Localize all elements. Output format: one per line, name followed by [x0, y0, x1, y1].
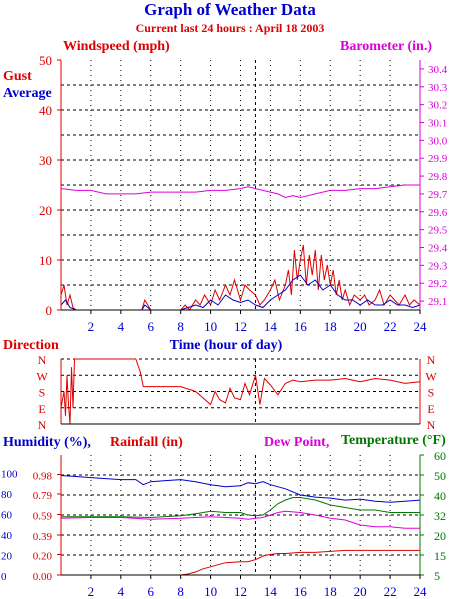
- rainfall-tick-label: 0.20: [33, 550, 53, 562]
- barometer-y-tick-label: 29.3: [428, 260, 448, 272]
- temperature-tick-label: 20: [434, 529, 446, 543]
- humidity-series-humidity: [60, 475, 421, 503]
- time-x-tick-label: 12: [234, 319, 247, 334]
- humidity-tick-label: 20: [1, 550, 13, 562]
- rain-x-tick-label: 2: [88, 584, 95, 599]
- wind-y-tick-label: 30: [39, 153, 52, 168]
- barometer-y-tick-label: 30.3: [428, 82, 448, 94]
- time-x-tick-label: 8: [177, 319, 184, 334]
- direction-right-tick-label: W: [425, 369, 437, 383]
- rainfall-tick-label: 0.98: [33, 470, 53, 482]
- wind-series-gust: [60, 244, 421, 311]
- time-x-tick-label: 10: [204, 319, 217, 334]
- wind-series-average: [60, 274, 421, 311]
- barometer-y-tick-label: 29.9: [428, 153, 448, 165]
- rain-x-tick-label: 6: [148, 584, 155, 599]
- direction-axis-title: Direction: [3, 338, 59, 353]
- dewpoint-axis-title: Dew Point,: [264, 435, 329, 450]
- temperature-tick-label: 32: [434, 509, 446, 523]
- time-x-tick-label: 14: [264, 319, 278, 334]
- windspeed-axis-title: Windspeed (mph): [63, 39, 170, 54]
- direction-left-tick-label: S: [39, 386, 46, 400]
- gust-legend-label: Gust: [3, 69, 32, 84]
- direction-right-tick-label: E: [427, 402, 434, 416]
- direction-right-tick-label: N: [427, 353, 436, 367]
- barometer-y-tick-label: 29.4: [428, 243, 448, 255]
- barometer-y-tick-label: 29.6: [428, 207, 448, 219]
- barometer-y-tick-label: 30.0: [428, 135, 448, 147]
- rainfall-tick-label: 0.00: [33, 571, 53, 583]
- rain-x-tick-label: 10: [204, 584, 217, 599]
- direction-left-tick-label: E: [38, 402, 45, 416]
- wind-y-tick-label: 50: [39, 53, 52, 68]
- rain-x-tick-label: 20: [354, 584, 367, 599]
- humidity-tick-label: 0: [1, 571, 7, 583]
- rain-x-tick-label: 4: [118, 584, 125, 599]
- barometer-y-tick-label: 30.4: [428, 64, 448, 76]
- rainfall-tick-label: 0.79: [33, 490, 53, 502]
- time-x-tick-label: 24: [414, 319, 428, 334]
- temperature-tick-label: 60: [434, 449, 446, 463]
- rain-x-tick-label: 14: [264, 584, 278, 599]
- rain-x-tick-label: 22: [384, 584, 397, 599]
- humidity-series-rainfall: [61, 549, 420, 576]
- barometer-axis-title: Barometer (in.): [340, 39, 432, 54]
- humidity-tick-label: 100: [1, 468, 18, 480]
- axes-layer: 0102030405029.129.229.329.429.529.629.72…: [1, 53, 448, 599]
- direction-left-tick-label: N: [38, 353, 47, 367]
- temperature-tick-label: 40: [434, 489, 446, 503]
- grid-layer: [61, 60, 420, 575]
- humidity-tick-label: 40: [1, 530, 13, 542]
- humidity-series-temperature: [61, 497, 420, 519]
- barometer-y-tick-label: 29.8: [428, 171, 448, 183]
- direction-right-tick-label: S: [428, 386, 435, 400]
- barometer-y-tick-label: 29.1: [428, 296, 447, 308]
- time-x-tick-label: 18: [324, 319, 337, 334]
- time-x-tick-label: 6: [148, 319, 155, 334]
- wind-series-barometer: [60, 184, 420, 199]
- wind-y-tick-label: 10: [39, 253, 52, 268]
- rainfall-tick-label: 0.39: [33, 531, 53, 543]
- series-layer: [60, 184, 421, 576]
- rain-x-tick-label: 12: [234, 584, 247, 599]
- rain-x-tick-label: 18: [324, 584, 337, 599]
- humidity-series-dew-point: [60, 510, 420, 529]
- direction-left-tick-label: W: [36, 369, 48, 383]
- time-x-tick-label: 4: [118, 319, 125, 334]
- barometer-y-tick-label: 30.2: [428, 100, 447, 112]
- direction-left-tick-label: N: [38, 418, 47, 432]
- temperature-tick-label: 15: [434, 549, 446, 563]
- time-x-tick-label: 16: [294, 319, 308, 334]
- wind-y-tick-label: 40: [39, 103, 52, 118]
- time-axis-title: Time (hour of day): [170, 338, 283, 353]
- average-legend-label: Average: [3, 86, 52, 101]
- rainfall-tick-label: 0.59: [33, 510, 53, 522]
- temperature-axis-title: Temperature (°F): [341, 433, 446, 448]
- humidity-axis-title: Humidity (%),: [3, 435, 91, 450]
- barometer-y-tick-label: 29.2: [428, 278, 447, 290]
- wind-y-tick-label: 20: [39, 203, 52, 218]
- time-x-tick-label: 20: [354, 319, 367, 334]
- direction-right-tick-label: N: [427, 418, 436, 432]
- time-x-tick-label: 22: [384, 319, 397, 334]
- chart-subtitle: Current last 24 hours : April 18 2003: [136, 21, 325, 35]
- barometer-y-tick-label: 30.1: [428, 118, 447, 130]
- rain-x-tick-label: 16: [294, 584, 308, 599]
- rain-x-tick-label: 24: [414, 584, 428, 599]
- temperature-tick-label: 50: [434, 469, 446, 483]
- rain-x-tick-label: 8: [177, 584, 184, 599]
- chart-title: Graph of Weather Data: [144, 0, 316, 19]
- time-x-tick-label: 2: [88, 319, 95, 334]
- rainfall-axis-title: Rainfall (in): [110, 435, 183, 450]
- humidity-tick-label: 80: [1, 489, 13, 501]
- barometer-y-tick-label: 29.7: [428, 189, 448, 201]
- barometer-y-tick-label: 29.5: [428, 225, 448, 237]
- wind-y-tick-label: 0: [46, 303, 53, 318]
- direction-series: [60, 358, 421, 425]
- temperature-tick-label: 5: [434, 569, 440, 583]
- humidity-tick-label: 60: [1, 509, 13, 521]
